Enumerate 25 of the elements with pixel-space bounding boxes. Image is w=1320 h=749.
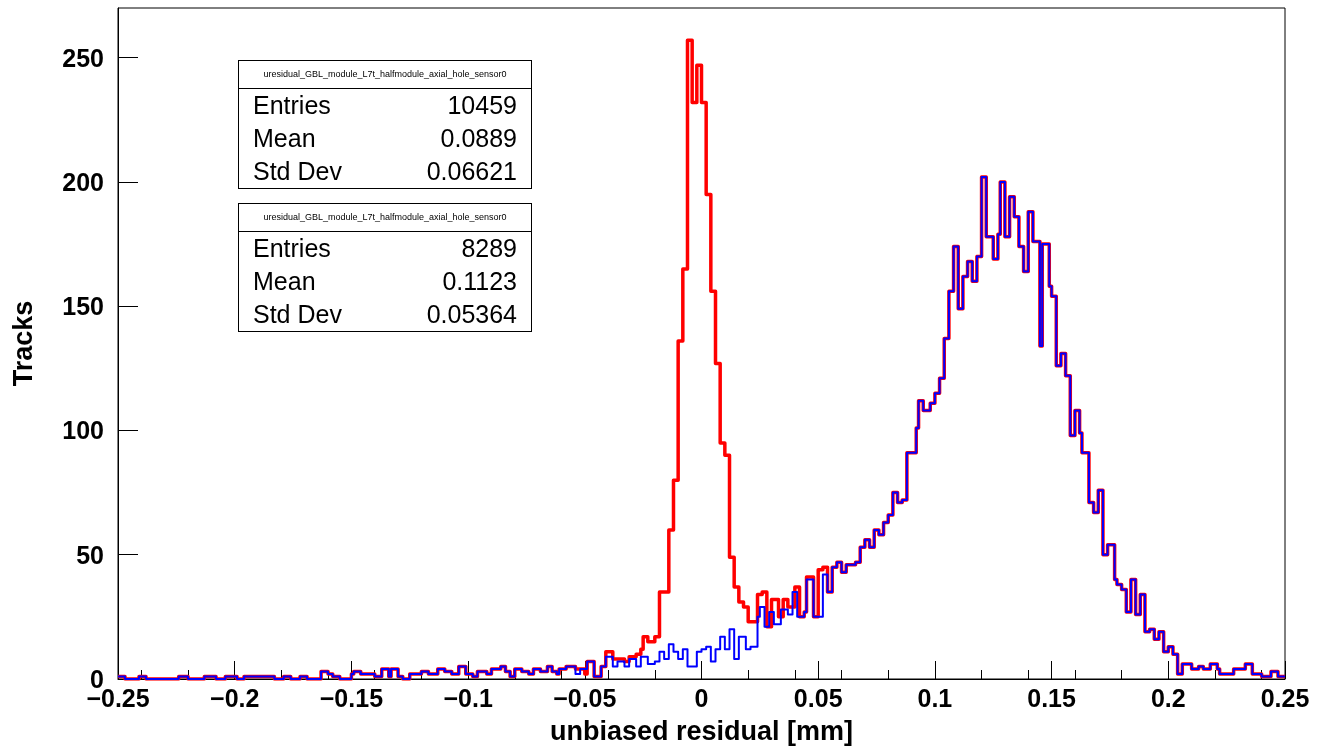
x-tick-label: 0: [694, 683, 709, 712]
x-tick-label: −0.2: [210, 683, 260, 712]
text: Mean 0.1123: [253, 267, 517, 295]
y-tick-label: 100: [62, 416, 104, 445]
x-tick-label: 0.1: [917, 683, 953, 712]
x-tick-label: 0.15: [1027, 683, 1077, 712]
annotation: uresidual_GBL_module_L7t_halfmodule_axial_hole_sensor0: [239, 204, 531, 232]
text: Std Dev 0.05364: [253, 300, 517, 328]
x-tick-label: 0.25: [1260, 683, 1310, 712]
text: Entries 10459: [253, 91, 517, 119]
y-tick-label: 200: [62, 167, 104, 196]
y-tick-label: 250: [62, 43, 104, 72]
x-tick-label: −0.05: [553, 683, 617, 712]
x-tick-label: −0.1: [443, 683, 493, 712]
text: Std Dev 0.06621: [253, 157, 517, 185]
x-axis-title: unbiased residual [mm]: [549, 715, 854, 746]
y-tick-label: 50: [76, 540, 104, 569]
y-axis-title: Tracks: [7, 300, 38, 387]
y-tick-label: 150: [62, 292, 104, 321]
x-tick-label: 0.05: [793, 683, 843, 712]
text: Mean 0.0889: [253, 124, 517, 152]
x-tick-label: 0.2: [1150, 683, 1186, 712]
text: Entries 8289: [253, 234, 517, 262]
x-tick-label: −0.15: [319, 683, 384, 712]
annotation: uresidual_GBL_module_L7t_halfmodule_axial_hole_sensor0: [239, 61, 531, 89]
